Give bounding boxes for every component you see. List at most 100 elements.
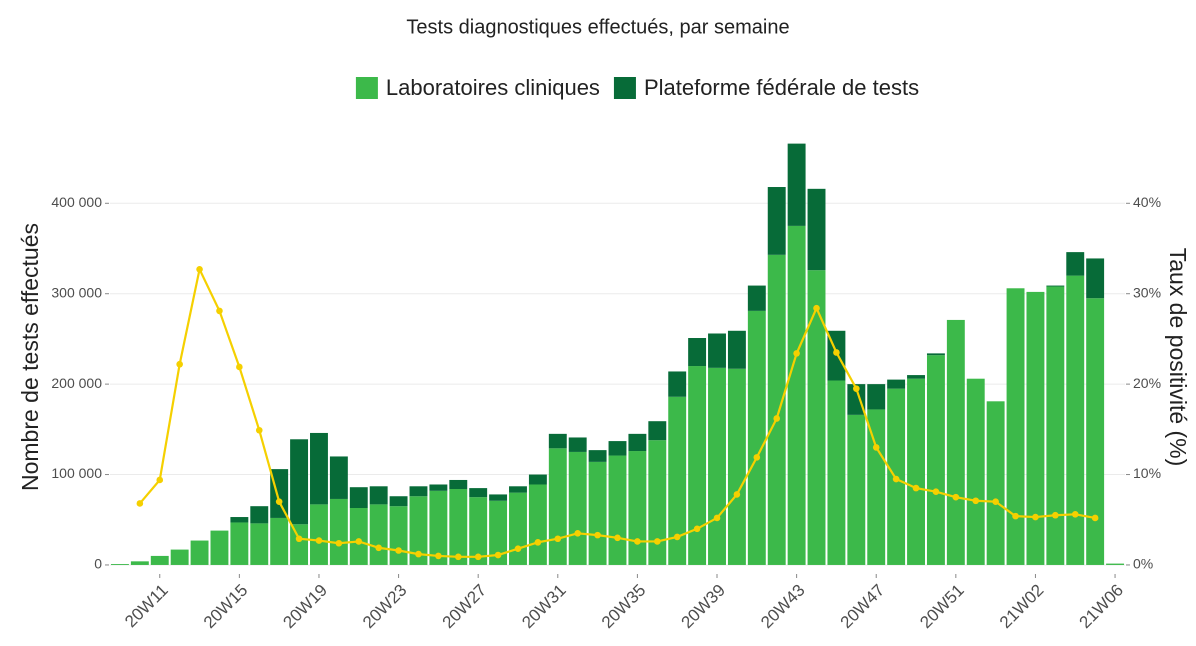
bar <box>708 367 726 565</box>
bar <box>628 451 647 565</box>
bar <box>907 378 925 565</box>
bar <box>887 379 906 389</box>
bar <box>449 479 468 490</box>
bar <box>429 484 448 491</box>
y2-tick-label: 0% <box>1133 556 1153 572</box>
bar <box>270 469 289 518</box>
line-point <box>972 497 980 505</box>
x-tick-label: 20W27 <box>439 581 491 633</box>
line-point <box>992 498 999 505</box>
bar <box>449 489 468 565</box>
chart-title: Tests diagnostiques effectués, par semai… <box>406 16 789 38</box>
line-point <box>454 553 462 561</box>
y-tick-label: 0 <box>94 556 102 572</box>
bar <box>847 384 866 415</box>
line-point <box>793 350 800 357</box>
bar <box>369 504 388 565</box>
line-point <box>634 538 641 545</box>
bar <box>1066 252 1085 276</box>
line-point <box>673 533 681 541</box>
y2-axis-title: Taux de positivité (%) <box>1165 248 1191 467</box>
bar <box>767 254 786 565</box>
y-tick-label: 400 000 <box>51 194 102 210</box>
legend-label: Laboratoires cliniques <box>386 75 600 100</box>
line-point <box>156 476 164 484</box>
x-tick-label: 20W39 <box>677 581 729 633</box>
bar <box>290 439 309 525</box>
bar <box>469 497 488 565</box>
bar <box>946 319 965 565</box>
line-point <box>315 537 323 544</box>
bar <box>230 517 249 523</box>
bar <box>727 368 746 565</box>
bar <box>349 507 368 565</box>
x-tick-label: 20W47 <box>837 581 889 633</box>
line-point <box>216 307 223 315</box>
bar <box>747 310 766 565</box>
bar <box>926 353 945 356</box>
line-point <box>614 534 621 542</box>
bar <box>648 440 667 565</box>
bar <box>648 421 667 441</box>
bar <box>1006 288 1025 565</box>
bar <box>429 490 448 565</box>
line-point <box>594 531 601 539</box>
bar <box>767 187 786 255</box>
bar <box>190 540 209 565</box>
line-point <box>1091 514 1099 522</box>
bar <box>250 523 269 565</box>
bar <box>409 496 428 565</box>
line-point <box>415 550 422 558</box>
bar <box>568 451 587 565</box>
line-point <box>295 535 303 543</box>
bar <box>369 486 388 505</box>
line-point <box>255 426 263 434</box>
line-point <box>435 552 442 560</box>
bar <box>170 549 189 565</box>
y2-tick-label: 20% <box>1133 375 1161 391</box>
line-point <box>474 553 482 561</box>
bar <box>747 285 766 311</box>
x-tick-label: 20W51 <box>916 581 968 633</box>
bar <box>528 474 547 485</box>
bar <box>329 498 348 565</box>
bar <box>409 486 428 497</box>
bar <box>270 517 289 565</box>
bar <box>469 488 488 498</box>
bar <box>688 338 707 367</box>
bar <box>548 448 567 565</box>
x-tick-label: 20W31 <box>518 581 570 633</box>
y-tick-label: 200 000 <box>51 375 102 391</box>
bar <box>1026 291 1045 565</box>
bar <box>389 496 408 507</box>
line-point <box>554 535 562 543</box>
bar <box>130 561 149 565</box>
line-point <box>136 500 144 507</box>
bar <box>847 414 866 565</box>
bar <box>787 143 806 226</box>
bar <box>290 524 309 565</box>
line-point <box>654 538 661 545</box>
bar <box>668 371 687 397</box>
bar <box>509 486 527 493</box>
y-axis-title: Nombre de tests effectués <box>17 223 43 491</box>
bar <box>787 225 806 565</box>
line-point <box>375 544 382 552</box>
line-point <box>534 539 542 546</box>
bar <box>1066 275 1085 565</box>
y2-tick-label: 10% <box>1133 465 1161 481</box>
y-tick-label: 100 000 <box>51 465 102 481</box>
y2-tick-label: 30% <box>1133 284 1161 300</box>
x-tick-label: 20W19 <box>279 581 331 633</box>
bar <box>250 506 269 524</box>
bar <box>548 433 567 449</box>
x-tick-label: 20W43 <box>757 581 809 633</box>
line-point <box>176 360 183 368</box>
bar <box>608 441 627 456</box>
legend-label: Plateforme fédérale de tests <box>644 75 919 100</box>
line-point <box>395 547 402 554</box>
legend: Laboratoires cliniques Plateforme fédéral… <box>355 75 919 100</box>
bar <box>349 487 368 508</box>
line-point <box>514 545 522 552</box>
bar <box>727 330 746 369</box>
